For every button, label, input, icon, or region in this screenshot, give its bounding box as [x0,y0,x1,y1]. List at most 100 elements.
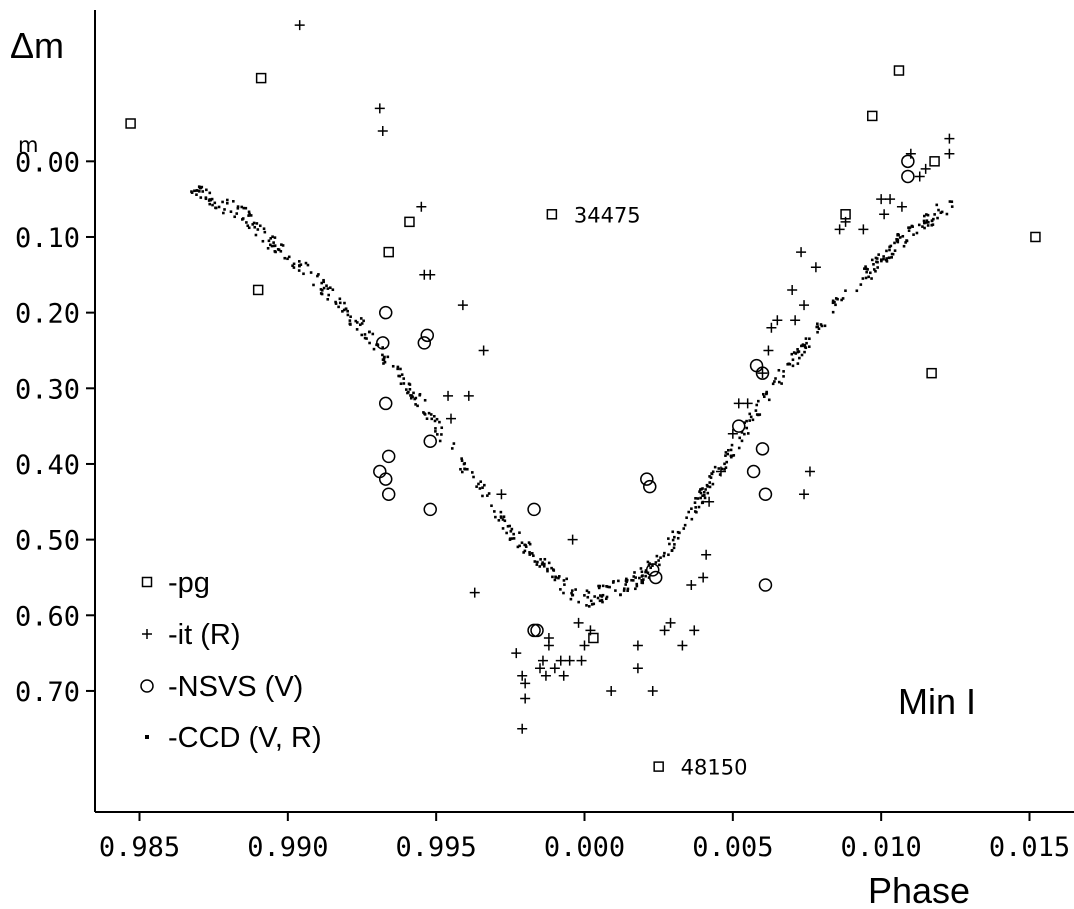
ccd-point [412,391,415,395]
ccd-point [481,486,484,489]
ccd-point [601,593,605,597]
plus-point [377,126,388,137]
ccd-point [508,524,512,528]
ccd-point [922,219,926,223]
ccd-point [343,301,346,305]
ccd-point [877,253,880,256]
ccd-point [710,472,713,475]
ccd-point [751,418,755,422]
ccd-point [193,189,196,193]
plus-point [733,398,744,409]
ccd-point [887,256,891,260]
ccd-point [210,197,214,201]
ccd-point [876,266,879,269]
ccd-point [287,255,291,259]
ccd-point [780,382,783,385]
ccd-point [685,516,688,520]
ccd-point [690,517,694,521]
ccd-point [404,388,408,391]
ccd-point [331,288,335,292]
ccd-point [410,394,413,397]
ccd-point [704,488,707,491]
ccd-point [687,510,691,514]
ccd-point [703,496,707,500]
ccd-point [518,531,521,535]
ccd-point [503,519,507,523]
ccd-point [221,200,224,204]
ccd-point [647,576,651,579]
ccd-point [729,455,733,459]
ccd-point [502,515,506,519]
x-tick-label: 0.995 [396,832,477,863]
ccd-point [372,347,376,351]
ccd-point [711,470,715,474]
plus-point [790,315,801,326]
plus-point [689,625,700,636]
ccd-point [745,426,749,430]
circle-point [755,442,770,456]
ccd-point [569,597,573,601]
x-tick-label: 0.985 [99,832,180,863]
ccd-point [272,241,275,244]
plus-point [511,648,522,659]
ccd-point [434,427,437,430]
ccd-point [904,241,907,244]
ccd-point [672,546,676,550]
circle-point [732,419,746,433]
ccd-point [523,549,527,553]
ccd-point [796,348,799,351]
y-tick-label: 0.50 [15,526,80,557]
ccd-point [935,203,939,207]
ccd-point [865,270,868,274]
ccd-point [562,579,566,582]
ccd-point [462,462,466,466]
ccd-point [668,542,671,546]
circle-point [530,623,544,638]
ccd-point [729,448,733,452]
ccd-point [940,210,944,214]
ccd-point [271,235,274,238]
ccd-point [888,248,891,252]
plus-point [677,640,688,651]
ccd-point [245,221,248,224]
square-point [404,216,415,228]
ccd-point [646,560,650,564]
ccd-point [225,201,229,205]
ccd-point [648,562,651,565]
plus-point [810,262,821,273]
plus-point [647,685,658,696]
ccd-point [622,589,626,592]
ccd-point [605,595,609,599]
ccd-point [320,281,324,285]
ccd-point [599,594,602,597]
plus-point [757,368,768,379]
ccd-point [263,230,267,234]
ccd-point [807,345,811,349]
plus-point [517,723,528,734]
ccd-point [638,576,641,580]
ccd-point [355,321,359,324]
circle-point [420,328,435,343]
ccd-point [907,226,910,229]
ccd-point [338,301,342,305]
ccd-point [831,310,835,314]
ccd-point [413,397,416,401]
ccd-point [276,248,280,251]
ccd-point [381,353,384,357]
ccd-point [859,283,863,286]
ccd-point [402,377,406,380]
ccd-point [309,271,313,274]
plus-point [469,587,480,598]
ccd-point [800,353,804,357]
ccd-point [635,584,639,588]
ccd-point [367,330,371,334]
ccd-point [279,250,283,253]
ccd-point [490,504,493,508]
ccd-point [905,239,909,243]
square-point [893,65,905,76]
ccd-point [233,215,236,219]
ccd-point [535,563,539,566]
ccd-point [748,419,751,422]
ccd-point [538,565,542,568]
plus-point [564,655,575,666]
